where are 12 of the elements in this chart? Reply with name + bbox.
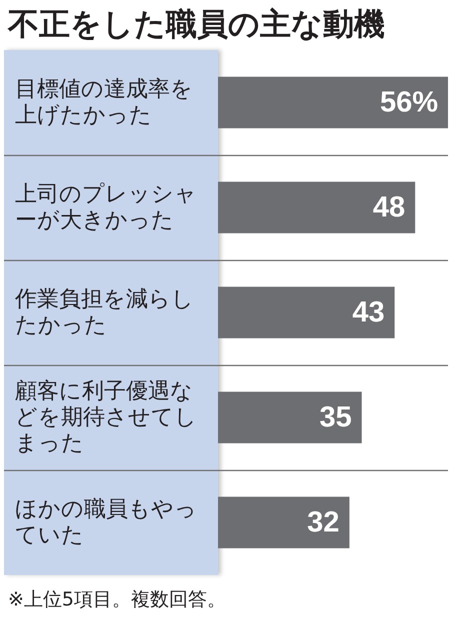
chart-title: 不正をした職員の主な動機	[7, 6, 385, 42]
y-tick-label: 上司のプレッシャーが大きかった	[15, 182, 197, 233]
data-label: 48	[372, 192, 406, 224]
data-label: 56%	[380, 86, 438, 118]
data-label: 35	[319, 402, 352, 434]
y-tick-label: ほかの職員もやっていた	[15, 497, 197, 548]
data-label: 43	[352, 296, 385, 328]
text: ※上位5項目。複数回答。	[8, 588, 226, 610]
data-label: 32	[307, 506, 340, 538]
y-tick-label: 顧客に利子優遇などを期待させてしまった	[15, 379, 197, 456]
y-tick-label: 作業負担を減らしたかった	[14, 287, 194, 338]
y-tick-label: 目標値の達成率を上げたかった	[15, 77, 193, 128]
